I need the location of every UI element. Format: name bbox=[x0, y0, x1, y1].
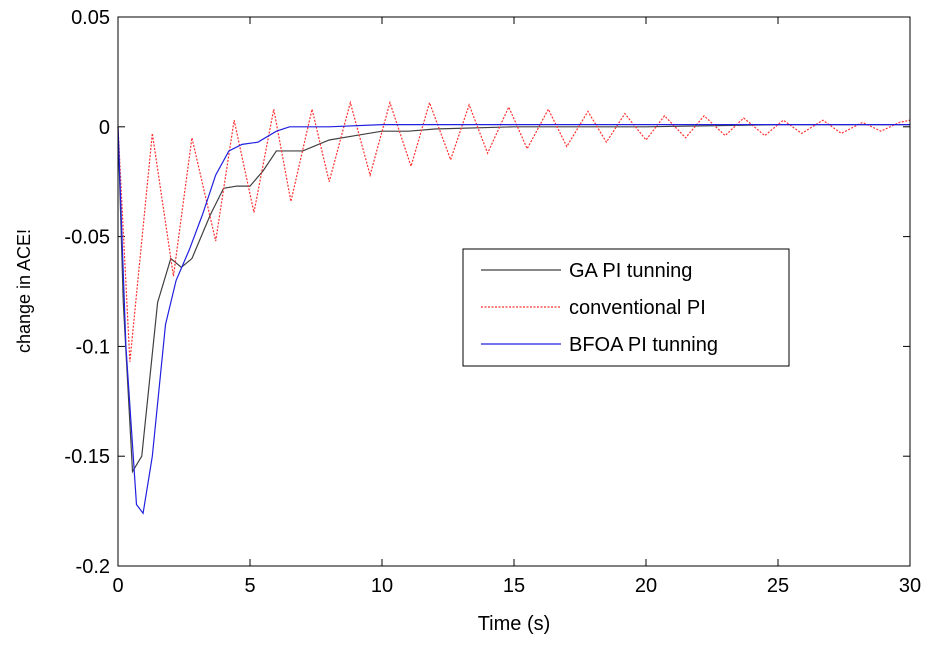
plot-frame bbox=[117, 16, 911, 567]
y-tick-label: -0.15 bbox=[64, 446, 110, 468]
x-tick-label: 20 bbox=[635, 575, 657, 597]
y-tick-label: 0 bbox=[99, 117, 110, 139]
x-tick-label: 25 bbox=[767, 575, 789, 597]
legend-label: GA PI tunning bbox=[569, 260, 692, 282]
x-tick-label: 10 bbox=[371, 575, 393, 597]
legend-label: BFOA PI tunning bbox=[569, 334, 718, 356]
series-line bbox=[117, 100, 911, 362]
y-tick-label: -0.1 bbox=[76, 336, 110, 358]
y-tick-label: -0.2 bbox=[76, 556, 110, 578]
y-tick-label: 0.05 bbox=[71, 7, 110, 29]
x-tick-label: 0 bbox=[112, 575, 123, 597]
x-tick-label: 30 bbox=[899, 575, 921, 597]
y-axis-label: change in ACE! bbox=[14, 229, 34, 353]
x-axis-label: Time (s) bbox=[478, 613, 551, 635]
y-tick-label: -0.05 bbox=[64, 227, 110, 249]
x-tick-label: 15 bbox=[503, 575, 525, 597]
series-line bbox=[117, 124, 910, 474]
series-line bbox=[117, 124, 910, 515]
legend-label: conventional PI bbox=[569, 297, 706, 319]
x-tick-label: 5 bbox=[244, 575, 255, 597]
